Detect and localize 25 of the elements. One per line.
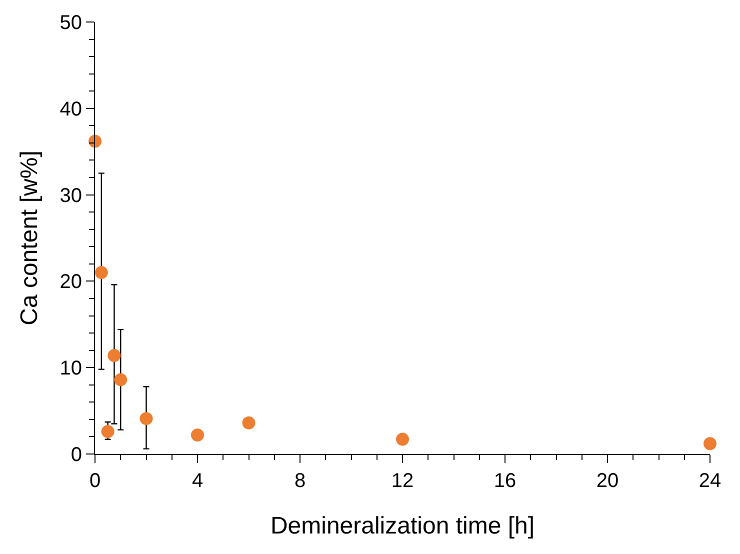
point [114, 373, 128, 386]
y-tick-label: 50 [60, 12, 82, 34]
point [242, 416, 256, 430]
y-tick-label: 40 [60, 98, 82, 120]
point [140, 412, 153, 426]
y-tick-label: 0 [70, 444, 82, 466]
x-tick-label: 8 [294, 470, 306, 492]
point [191, 428, 204, 442]
y-axis-title: Ca content [w%] [16, 150, 43, 326]
x-tick-label: 12 [391, 470, 414, 492]
x-axis-title: Demineralization time [h] [270, 512, 535, 540]
x-tick-label: 0 [89, 470, 101, 492]
x-tick-label: 20 [596, 470, 619, 492]
point [396, 432, 409, 446]
point [88, 134, 102, 148]
point [94, 266, 108, 280]
y-tick-label: 10 [60, 358, 82, 380]
x-tick-label: 16 [494, 470, 516, 492]
point [108, 349, 121, 362]
x-tick-label: 24 [698, 470, 722, 492]
point [704, 437, 716, 450]
y-tick-label: 20 [60, 271, 82, 294]
x-tick-label: 4 [192, 470, 204, 492]
y-tick-label: 30 [60, 184, 82, 207]
point [101, 425, 114, 438]
